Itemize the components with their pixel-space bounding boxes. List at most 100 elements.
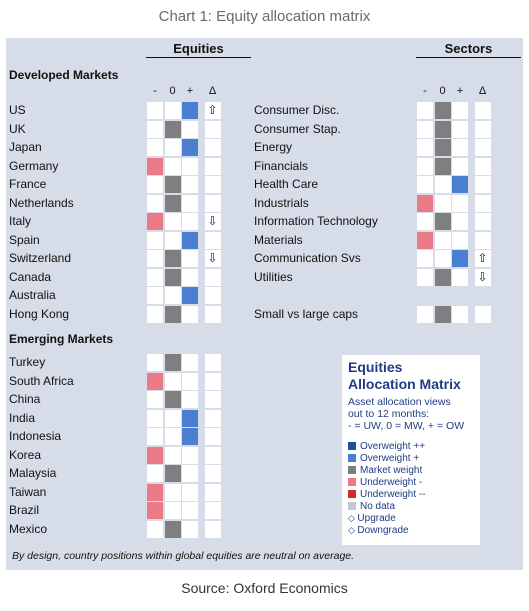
sector-row-cell <box>474 194 491 212</box>
country-row-cell <box>204 231 221 249</box>
upgrade-arrow-icon: ⇧ <box>207 103 218 117</box>
sector-row-cell <box>417 120 433 138</box>
country-row-cell <box>147 176 163 193</box>
country-row-label: Turkey <box>9 355 46 369</box>
country-row-cell <box>204 157 221 175</box>
sectors-axis-label: 0 <box>439 85 446 97</box>
sector-row-cell <box>452 213 468 230</box>
chart-source: Source: Oxford Economics <box>181 580 348 596</box>
sector-row-cell <box>452 231 468 249</box>
sector-row-cell <box>417 102 433 119</box>
country-row-cell <box>164 194 181 212</box>
country-row-cell <box>164 354 181 371</box>
sector-row-cell <box>452 250 468 267</box>
allocation-matrix-panel: Equities Sectors Developed Markets Emerg… <box>6 38 523 570</box>
sector-row-cell <box>417 250 433 267</box>
country-row-cell <box>164 372 181 390</box>
sector-row-cell <box>417 268 433 286</box>
sector-row-cell <box>434 231 451 249</box>
sector-row-cell <box>417 306 433 323</box>
sector-row-cell <box>474 120 491 138</box>
legend-item-label: Overweight ++ <box>360 441 426 452</box>
country-row-cell <box>147 213 163 230</box>
country-row-cell <box>164 157 181 175</box>
country-row-cell <box>164 520 181 538</box>
country-row-label: Hong Kong <box>9 306 70 321</box>
country-row-label: Indonesia <box>9 429 62 443</box>
sector-row-label: Communication Svs <box>254 251 361 265</box>
equities-axis-label: - <box>153 85 157 97</box>
country-row-cell <box>204 502 221 519</box>
country-row-label: Netherlands <box>9 195 74 210</box>
country-row-cell <box>182 287 198 304</box>
country-row-label: Malaysia <box>9 466 57 480</box>
sectors-axis-label: Δ <box>478 85 487 97</box>
sector-row-cell <box>452 268 468 286</box>
country-row-label: Korea <box>9 447 42 462</box>
chart-title: Chart 1: Equity allocation matrix <box>158 8 371 25</box>
equities-axis-label: 0 <box>169 85 176 97</box>
sector-row-label: Consumer Stap. <box>254 121 341 136</box>
legend-item: Market weight <box>348 465 422 476</box>
country-row-cell <box>164 428 181 445</box>
sector-row-label: Utilities <box>254 269 293 284</box>
legend-swatch <box>348 502 356 510</box>
sector-row-cell <box>417 139 433 156</box>
sector-row-cell <box>417 176 433 193</box>
country-row-cell <box>204 250 221 267</box>
country-row-cell <box>147 520 163 538</box>
country-row-cell <box>204 287 221 304</box>
legend-item: Overweight ++ <box>348 441 425 452</box>
sector-row-cell <box>474 250 491 267</box>
sector-row-cell <box>474 268 491 286</box>
sector-row-cell <box>434 250 451 267</box>
country-row-cell <box>147 428 163 445</box>
sector-row-cell <box>474 157 491 175</box>
country-row-cell <box>164 120 181 138</box>
country-row-cell <box>164 502 181 519</box>
country-row-cell <box>204 102 221 119</box>
country-row-label: Mexico <box>9 521 48 536</box>
country-row-cell <box>204 268 221 286</box>
country-row-cell <box>147 287 163 304</box>
legend-item-label: Market weight <box>360 465 423 476</box>
sector-row-cell <box>452 157 468 175</box>
country-row-cell <box>182 520 198 538</box>
country-row-cell <box>164 231 181 249</box>
sector-row-label: Financials <box>254 158 309 173</box>
sector-row-label: Small vs large caps <box>254 307 359 321</box>
legend-item-label: Upgrade <box>357 513 396 524</box>
sector-row-cell <box>474 213 491 230</box>
country-row-label: Canada <box>9 269 52 284</box>
sector-row-cell <box>434 176 451 193</box>
country-row-cell <box>164 250 181 267</box>
country-row-cell <box>147 231 163 249</box>
legend-swatch <box>348 442 356 450</box>
sector-row-cell <box>474 231 491 249</box>
downgrade-arrow-icon: ⇩ <box>207 214 218 228</box>
legend-desc-line2: out to 12 months: <box>348 408 430 420</box>
country-row-label: Australia <box>9 288 56 302</box>
country-row-cell <box>164 287 181 304</box>
sector-row-cell <box>434 157 451 175</box>
country-row-cell <box>182 176 198 193</box>
country-row-cell <box>182 502 198 519</box>
footnote: By design, country positions within glob… <box>12 550 355 562</box>
sector-row-cell <box>452 120 468 138</box>
sector-row-label: Consumer Disc. <box>254 103 340 117</box>
legend-item: Underweight - <box>348 477 422 488</box>
country-row-cell <box>147 465 163 482</box>
sector-row-cell <box>417 157 433 175</box>
country-row-cell <box>204 446 221 464</box>
legend-title-line1: Equities <box>348 359 403 375</box>
country-row-cell <box>147 157 163 175</box>
country-row-cell <box>164 446 181 464</box>
country-row-cell <box>182 250 198 267</box>
legend-item-label: Underweight - <box>360 477 423 488</box>
equities-axis-label: + <box>186 85 194 97</box>
country-row-label: Germany <box>9 158 59 173</box>
country-row-cell <box>182 391 198 408</box>
downgrade-arrow-icon: ⇩ <box>477 269 488 284</box>
country-row-cell <box>164 102 181 119</box>
sector-row-cell <box>452 102 468 119</box>
